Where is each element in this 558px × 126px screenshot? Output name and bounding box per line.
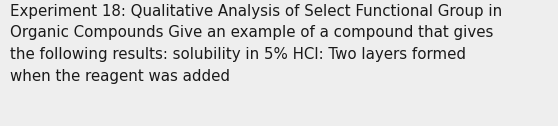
Text: Experiment 18: Qualitative Analysis of Select Functional Group in
Organic Compou: Experiment 18: Qualitative Analysis of S…	[10, 4, 502, 84]
